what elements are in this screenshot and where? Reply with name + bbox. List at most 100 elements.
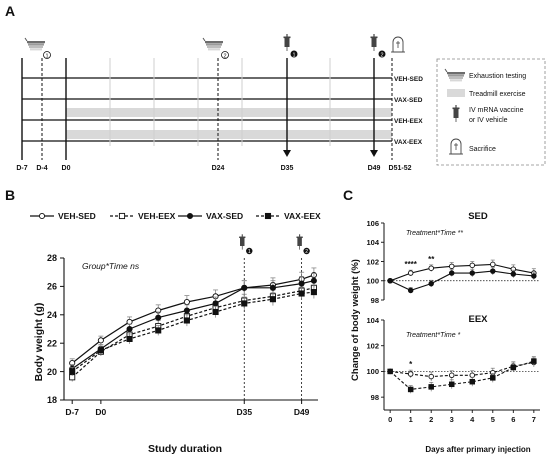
panel-c-eex-y-tick-label: 100: [366, 367, 379, 376]
panel-b-injection-mark-circle: [246, 247, 253, 255]
legend-vaccine-label-line2: or IV vehicle: [469, 117, 508, 124]
syringe-icon: [451, 104, 461, 123]
panel-b-legend-marker-veh-sed: [38, 212, 46, 220]
injection-mark-1-label: 1: [292, 52, 295, 58]
panel-b-x-tick-label: D35: [236, 407, 252, 417]
panel-c-sed-point-veh: [490, 261, 496, 268]
panel-c-x-tick-label: 0: [388, 415, 392, 424]
panel-c-x-tick-label: 2: [429, 415, 433, 424]
panel-b: B VEH-SED VEH-EEX VAX-SED VAX-EEX 18 20 22 24 2…: [5, 187, 321, 455]
panel-b-point-vax-sed: [183, 307, 190, 314]
panel-b-y-tick-label: 24: [47, 310, 57, 320]
treadmill-bar-vax-eex: [66, 130, 392, 139]
injection-mark-2-circle: [378, 50, 386, 58]
panel-b-point-vax-eex: [310, 289, 317, 296]
panel-c-eex-title: EEX: [468, 314, 488, 325]
panel-b-series-line-veh-eex: [71, 287, 315, 378]
row-label-vax-eex: VAX-EEX: [394, 139, 423, 146]
panel-b-annotation: Group*Time ns: [82, 261, 140, 271]
panel-c-eex-point-vax: [407, 386, 414, 393]
arrowhead-d49: [370, 150, 378, 157]
syringe-icon: [295, 233, 304, 251]
panel-c-sed-point-veh: [469, 262, 476, 269]
panel-b-point-vax-sed: [269, 284, 276, 291]
panel-b-point-vax-eex: [155, 327, 162, 334]
panel-a-rows: VEH-SED VAX-SED VEH-EEX VAX-EEX: [22, 76, 423, 146]
panel-c-eex-y-tick-label: 102: [366, 342, 379, 351]
panel-b-legend-marker-vax-sed: [186, 212, 194, 220]
panel-c-eex-point-vax: [428, 384, 434, 390]
panel-b-point-vax-sed: [126, 325, 133, 333]
panel-b-point-vax-sed: [241, 284, 248, 291]
treadmill-icon: [24, 37, 46, 51]
row-label-vax-sed: VAX-SED: [394, 97, 423, 104]
panel-b-point-vax-eex: [97, 347, 104, 354]
panel-b-point-vax-eex: [183, 317, 190, 324]
panel-c-eex-point-veh: [407, 371, 414, 377]
panel-b-point-vax-sed: [212, 300, 219, 307]
panel-c-sed-point-veh: [407, 270, 414, 276]
panel-b-y-tick-label: 18: [47, 395, 57, 405]
panel-b-y-tick-label: 22: [47, 338, 57, 348]
panel-b-point-vax-sed: [310, 277, 317, 284]
row-label-veh-eex: VEH-EEX: [394, 118, 423, 125]
panel-c-eex-significance-label: *: [409, 360, 413, 369]
exhaustion-mark-2-circle: [221, 51, 229, 59]
panel-c-sed-point-vax: [387, 278, 393, 284]
panel-c-x-tick-label: 4: [470, 415, 475, 424]
panel-c-sed-point-veh: [428, 265, 434, 271]
timeline-label-d35: D35: [281, 165, 294, 172]
legend-sacrifice-label: Sacrifice: [469, 146, 496, 153]
panel-b-legend-marker-veh-eex: [118, 212, 126, 220]
panel-c-sed-significance-label: ****: [404, 260, 417, 269]
panel-b-point-vax-eex: [269, 296, 276, 303]
treadmill-icon: [444, 68, 466, 82]
panel-c-eex-point-vax: [448, 381, 455, 388]
panel-b-y-tick-label: 20: [47, 367, 57, 377]
panel-c-x-tick-label: 6: [511, 415, 515, 424]
panel-c-x-axis-label: Days after primary injection: [425, 445, 530, 454]
exhaustion-mark-1-circle: [43, 51, 51, 59]
panel-c-eex-point-vax: [531, 358, 537, 364]
panel-a-event-icons: 1 2 1 2: [24, 33, 405, 59]
tombstone-icon: [391, 36, 405, 53]
panel-b-x-tick-label: D0: [95, 407, 106, 417]
panel-b-y-axis-label: Body weight (g): [33, 303, 45, 382]
panel-b-legend-label-vax-sed: VAX-SED: [206, 211, 243, 221]
panel-c-sed-point-vax: [469, 270, 476, 276]
panel-a-legend: Exhaustion testing Treadmill exercise IV…: [436, 58, 546, 166]
panel-b-legend-label-vax-eex: VAX-EEX: [284, 211, 321, 221]
panel-c-eex-annotation: Treatment*Time *: [406, 332, 461, 339]
panel-b-letter: B: [5, 187, 15, 203]
panel-b-point-vax-eex: [241, 300, 248, 307]
panel-c-letter: C: [343, 187, 353, 203]
panel-a: A VEH-SED VAX-SED VEH-EEX VAX-EEX: [5, 3, 546, 172]
row-label-veh-sed: VEH-SED: [394, 76, 423, 83]
timeline-label-d51-52: D51-52: [389, 165, 412, 172]
panel-b-point-vax-eex: [69, 368, 76, 375]
timeline-label-d24: D24: [212, 165, 225, 172]
panel-b-injection-mark-label: 1: [248, 249, 251, 255]
panel-c-sed-y-tick-label: 100: [366, 277, 379, 286]
treadmill-bar-veh-eex: [66, 108, 392, 117]
panel-c-eex-series-line-veh: [390, 361, 534, 378]
panel-c-sed-point-vax: [490, 268, 496, 274]
panel-b-plot: 18 20 22 24 26 28 D-7 D0 D35 D49 1 2: [47, 233, 318, 417]
tombstone-icon: [449, 138, 463, 155]
panel-c-sed-title: SED: [468, 211, 488, 222]
panel-c-sed-y-tick-label: 102: [366, 257, 379, 266]
panel-c-sed-point-vax: [407, 287, 414, 294]
panel-c-eex-point-vax: [469, 378, 476, 385]
panel-c-sed-point-vax: [428, 280, 434, 287]
panel-b-point-vax-eex: [126, 335, 133, 342]
panel-c-sed-series-line-veh: [390, 263, 534, 282]
arrowhead-d35: [283, 150, 291, 157]
panel-b-point-veh-sed: [183, 298, 190, 306]
panel-c-eex-y-tick-label: 104: [366, 316, 379, 325]
panel-c-sed-y-tick-label: 106: [366, 219, 379, 228]
panel-c-eex-point-vax: [510, 364, 517, 371]
panel-c-eex-point-veh: [428, 373, 434, 380]
